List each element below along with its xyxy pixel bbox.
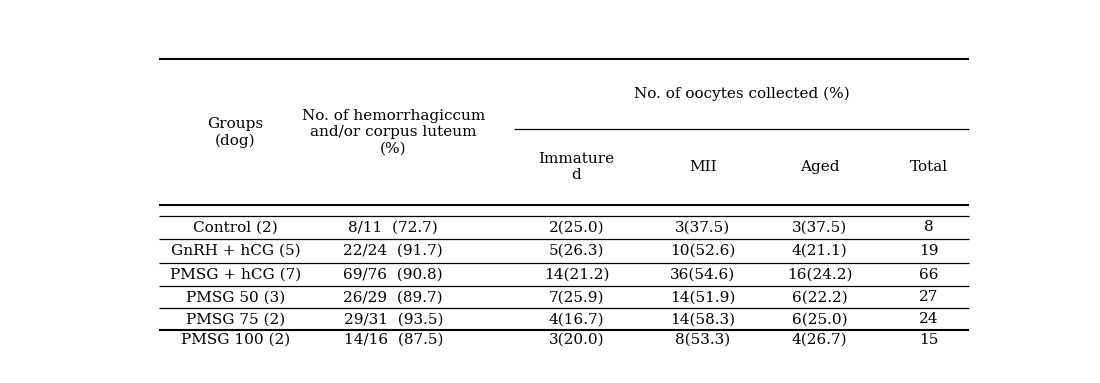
Text: 8/11  (72.7): 8/11 (72.7) [349, 220, 438, 234]
Text: Groups
(dog): Groups (dog) [208, 117, 264, 147]
Text: 15: 15 [918, 333, 938, 347]
Text: 8: 8 [924, 220, 934, 234]
Text: 10(52.6): 10(52.6) [670, 244, 736, 258]
Text: MII: MII [689, 160, 716, 174]
Text: PMSG 50 (3): PMSG 50 (3) [186, 290, 285, 304]
Text: 6(22.2): 6(22.2) [792, 290, 847, 304]
Text: 14/16  (87.5): 14/16 (87.5) [343, 333, 443, 347]
Text: 2(25.0): 2(25.0) [549, 220, 604, 234]
Text: Immature
d: Immature d [539, 152, 615, 182]
Text: 14(21.2): 14(21.2) [543, 267, 609, 282]
Text: 66: 66 [918, 267, 938, 282]
Text: 29/31  (93.5): 29/31 (93.5) [343, 313, 443, 326]
Text: 6(25.0): 6(25.0) [792, 313, 847, 326]
Text: 14(51.9): 14(51.9) [670, 290, 736, 304]
Text: No. of oocytes collected (%): No. of oocytes collected (%) [634, 87, 849, 101]
Text: 7(25.9): 7(25.9) [549, 290, 604, 304]
Text: 4(21.1): 4(21.1) [792, 244, 847, 258]
Text: 3(37.5): 3(37.5) [792, 220, 847, 234]
Text: 19: 19 [918, 244, 938, 258]
Text: 69/76  (90.8): 69/76 (90.8) [343, 267, 443, 282]
Text: 4(26.7): 4(26.7) [792, 333, 847, 347]
Text: 14(58.3): 14(58.3) [670, 313, 735, 326]
Text: 26/29  (89.7): 26/29 (89.7) [343, 290, 443, 304]
Text: 27: 27 [918, 290, 938, 304]
Text: 4(16.7): 4(16.7) [549, 313, 604, 326]
Text: 22/24  (91.7): 22/24 (91.7) [343, 244, 443, 258]
Text: Total: Total [910, 160, 948, 174]
Text: 3(20.0): 3(20.0) [549, 333, 604, 347]
Text: 16(24.2): 16(24.2) [786, 267, 852, 282]
Text: PMSG 100 (2): PMSG 100 (2) [180, 333, 290, 347]
Text: 36(54.6): 36(54.6) [670, 267, 735, 282]
Text: 24: 24 [918, 313, 938, 326]
Text: PMSG 75 (2): PMSG 75 (2) [186, 313, 285, 326]
Text: PMSG + hCG (7): PMSG + hCG (7) [169, 267, 301, 282]
Text: 3(37.5): 3(37.5) [675, 220, 730, 234]
Text: 8(53.3): 8(53.3) [675, 333, 730, 347]
Text: 5(26.3): 5(26.3) [549, 244, 604, 258]
Text: Aged: Aged [800, 160, 839, 174]
Text: Control (2): Control (2) [194, 220, 278, 234]
Text: No. of hemorrhagiccum
and/or corpus luteum
(%): No. of hemorrhagiccum and/or corpus lute… [301, 109, 485, 155]
Text: GnRH + hCG (5): GnRH + hCG (5) [170, 244, 300, 258]
